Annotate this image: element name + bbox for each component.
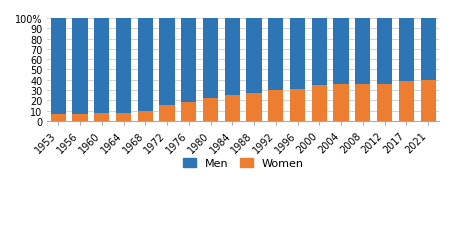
Bar: [94, 113, 109, 121]
Bar: [159, 106, 175, 121]
Bar: [94, 19, 109, 113]
Bar: [355, 19, 370, 84]
Bar: [334, 84, 349, 121]
Bar: [268, 91, 283, 121]
Bar: [203, 99, 218, 121]
Bar: [377, 19, 392, 84]
Bar: [116, 113, 131, 121]
Bar: [355, 84, 370, 121]
Bar: [268, 19, 283, 91]
Legend: Men, Women: Men, Women: [178, 154, 308, 173]
Bar: [399, 81, 414, 121]
Bar: [159, 19, 175, 106]
Bar: [72, 114, 88, 121]
Bar: [51, 114, 66, 121]
Bar: [290, 89, 305, 121]
Bar: [334, 19, 349, 84]
Bar: [399, 19, 414, 81]
Bar: [247, 19, 262, 94]
Bar: [420, 80, 436, 121]
Bar: [290, 19, 305, 89]
Bar: [138, 111, 153, 121]
Bar: [377, 84, 392, 121]
Bar: [247, 94, 262, 121]
Bar: [312, 19, 327, 85]
Bar: [116, 19, 131, 113]
Bar: [181, 19, 197, 103]
Bar: [225, 19, 240, 96]
Bar: [312, 85, 327, 121]
Bar: [203, 19, 218, 99]
Bar: [181, 103, 197, 121]
Bar: [51, 19, 66, 114]
Bar: [225, 96, 240, 121]
Bar: [420, 19, 436, 80]
Bar: [72, 19, 88, 114]
Bar: [138, 19, 153, 111]
